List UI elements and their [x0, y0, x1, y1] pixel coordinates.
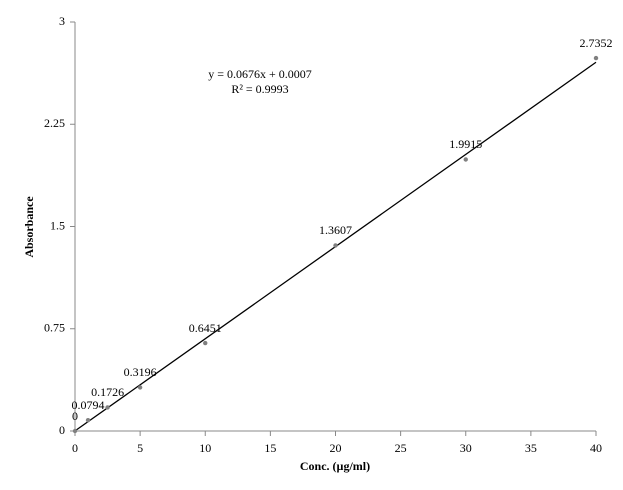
data-label: 0.6451 — [189, 321, 222, 335]
data-label: 1.9915 — [449, 137, 482, 151]
trendline-equation: y = 0.0676x + 0.0007 — [208, 67, 312, 81]
data-label: 0 — [72, 409, 78, 423]
point — [105, 405, 110, 410]
x-axis-title: Conc. (µg/ml) — [300, 459, 370, 473]
point — [137, 385, 143, 390]
data-label: 2.7352 — [580, 36, 613, 50]
x-tick-label: 0 — [72, 441, 78, 455]
y-tick-label: 3 — [59, 14, 65, 28]
point — [72, 428, 78, 434]
x-tick-label: 20 — [330, 441, 342, 455]
data-label: 0.0794 — [72, 398, 105, 412]
point — [593, 55, 599, 61]
data-label: 0.1726 — [91, 385, 124, 399]
data-label: 1.3607 — [319, 223, 352, 237]
point — [203, 340, 208, 346]
x-tick-label: 5 — [137, 441, 143, 455]
r-squared: R² = 0.9993 — [231, 82, 288, 96]
x-tick-label: 40 — [590, 441, 602, 455]
data-label: 0.3196 — [124, 365, 157, 379]
y-axis-title: Absorbance — [22, 196, 36, 258]
y-tick-label: 0 — [59, 423, 65, 437]
x-tick-label: 35 — [525, 441, 537, 455]
point — [463, 157, 468, 162]
y-tick-label: 0.75 — [44, 321, 65, 335]
point — [85, 417, 91, 423]
y-tick-label: 1.5 — [50, 218, 65, 232]
point — [333, 243, 338, 248]
x-tick-label: 15 — [264, 441, 276, 455]
y-tick-label: 2.25 — [44, 116, 65, 130]
x-tick-label: 30 — [460, 441, 472, 455]
x-tick-label: 25 — [395, 441, 407, 455]
x-tick-label: 10 — [199, 441, 211, 455]
